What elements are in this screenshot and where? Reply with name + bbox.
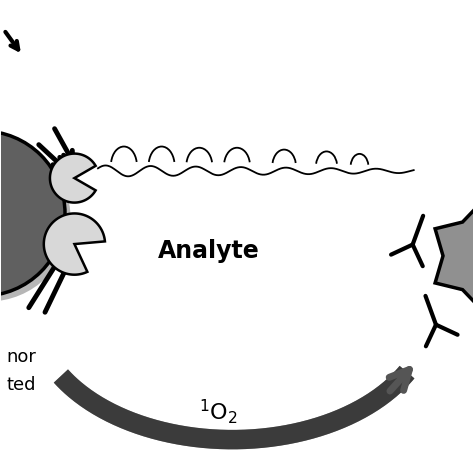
- Circle shape: [0, 137, 71, 301]
- Text: Analyte: Analyte: [158, 239, 260, 263]
- Circle shape: [0, 131, 65, 296]
- Polygon shape: [44, 213, 105, 275]
- Polygon shape: [50, 154, 96, 202]
- Polygon shape: [435, 201, 474, 310]
- Text: ted: ted: [6, 376, 36, 394]
- Text: $^{1}$O$_{2}$: $^{1}$O$_{2}$: [199, 397, 237, 426]
- Text: nor: nor: [6, 348, 36, 366]
